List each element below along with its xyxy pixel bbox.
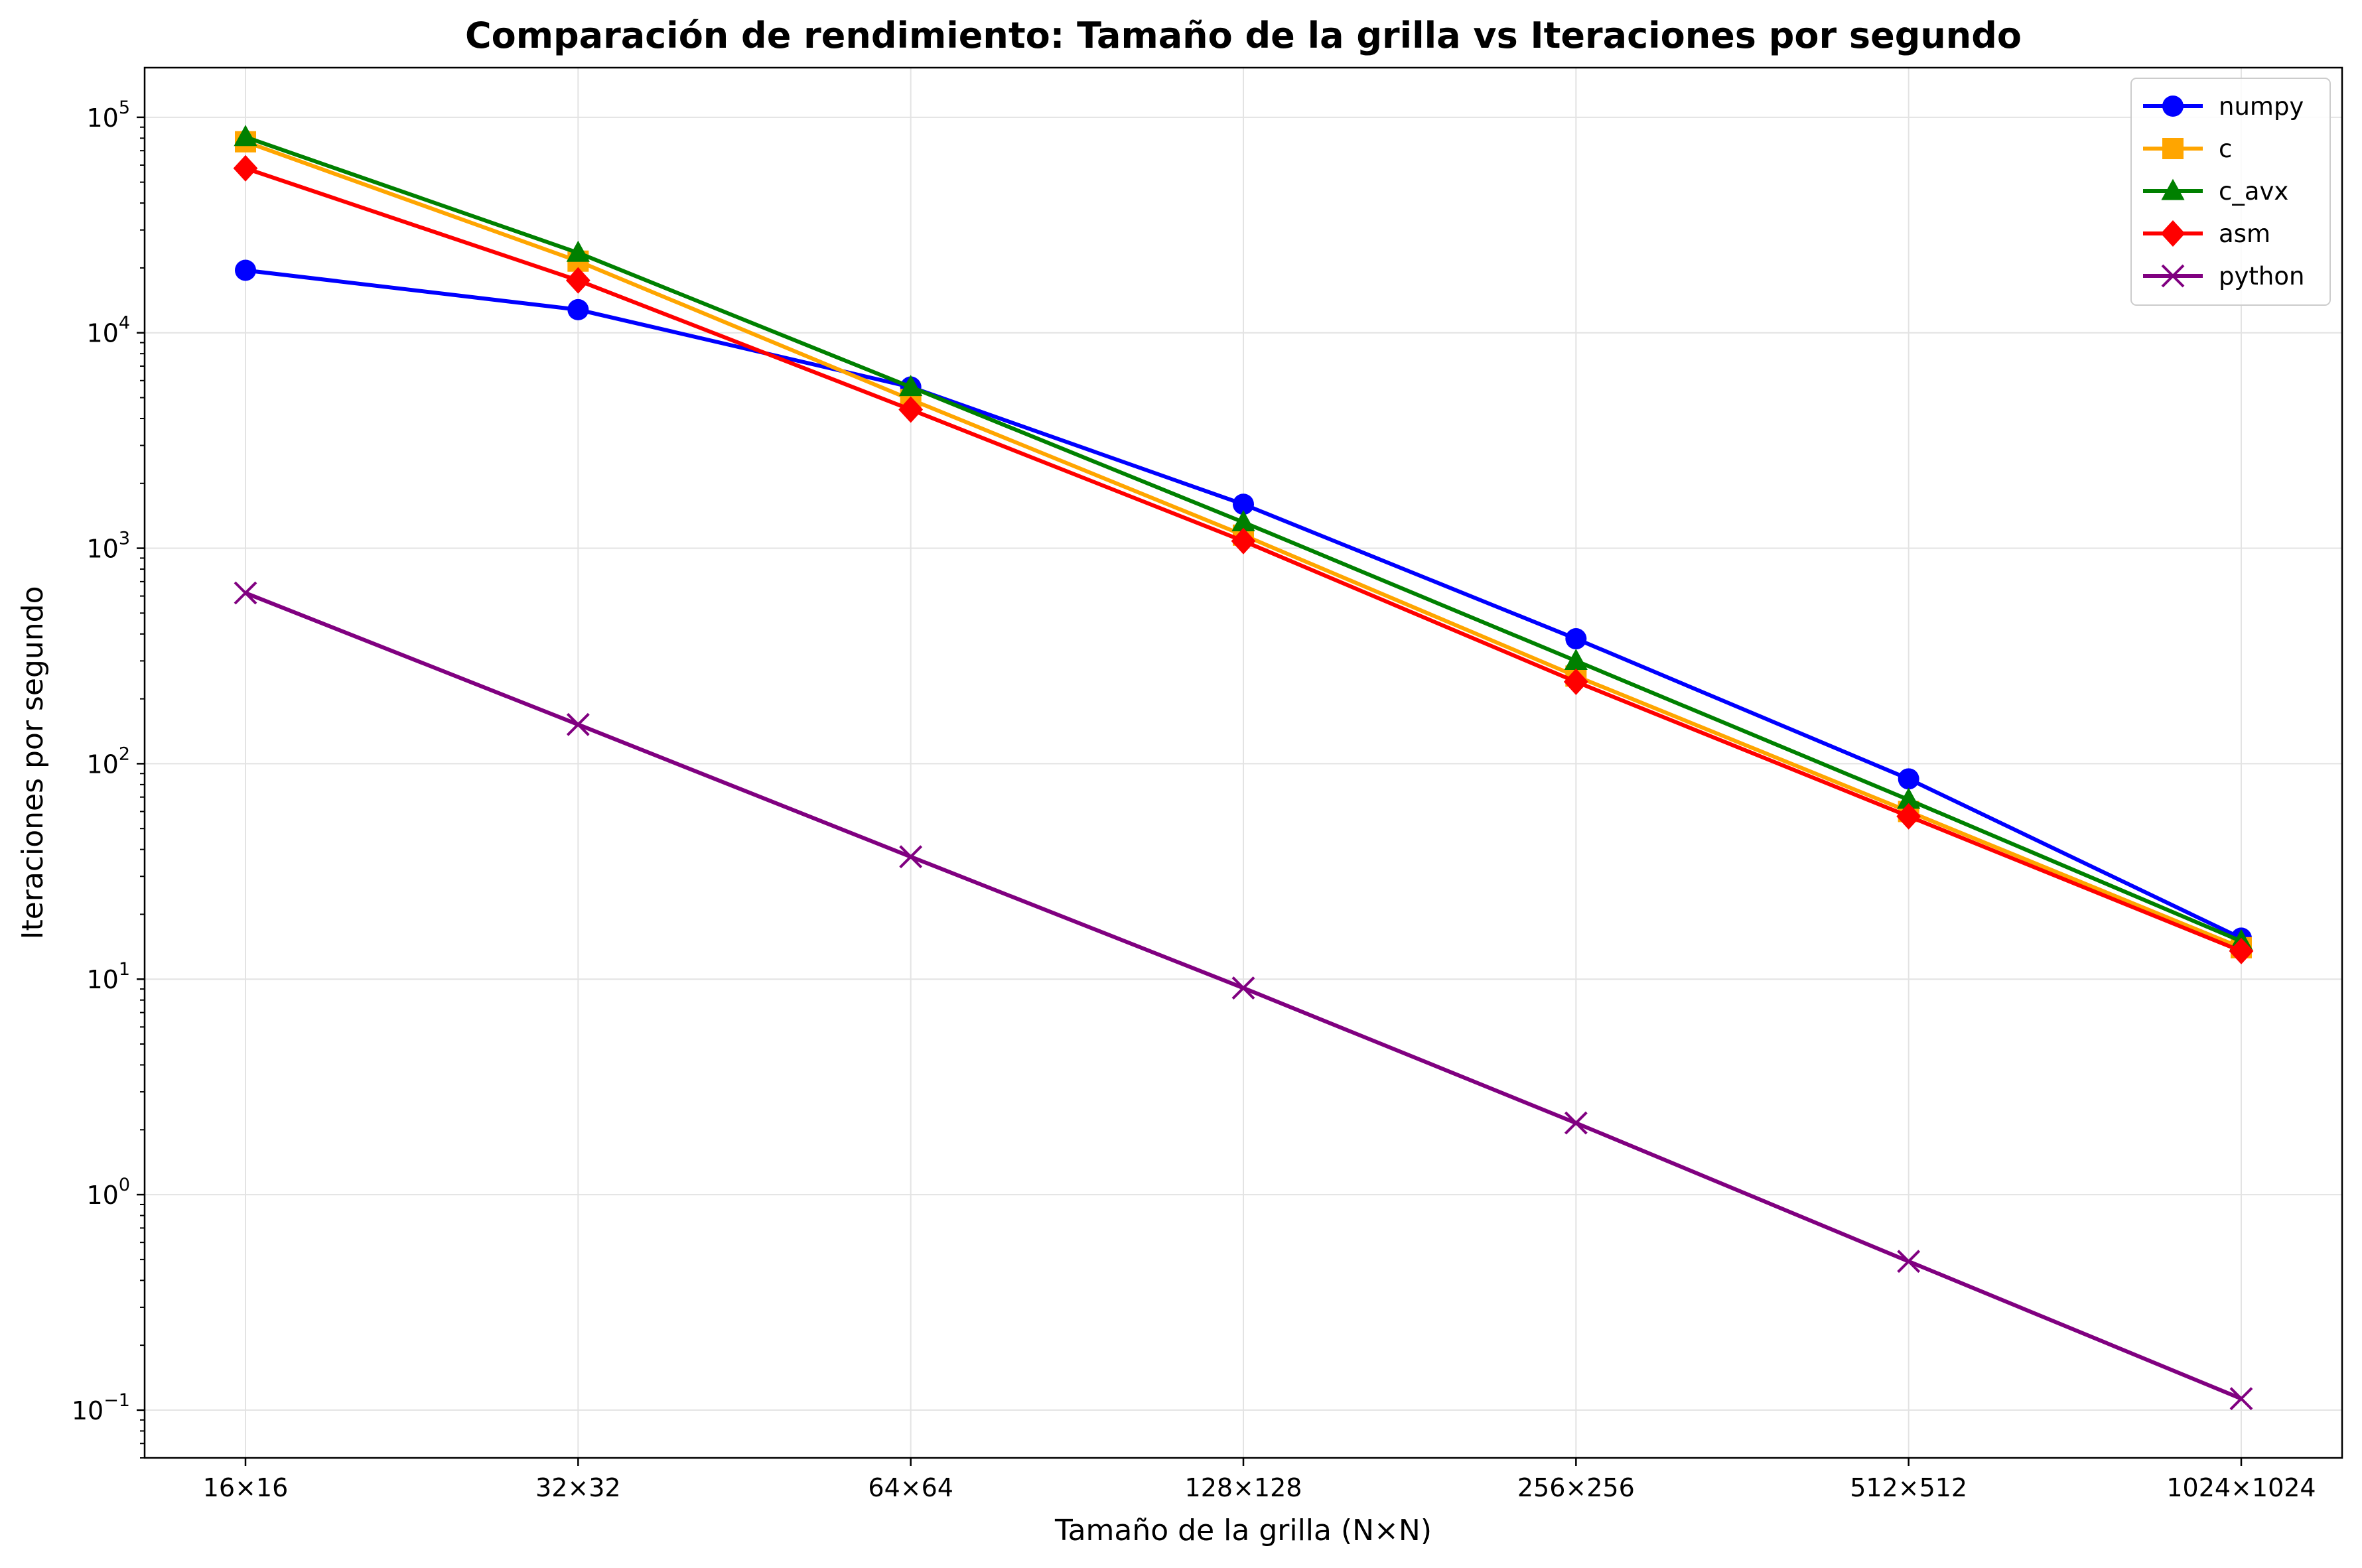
- x-tick-label: 16×16: [203, 1473, 289, 1502]
- y-tick-label: 102: [86, 744, 130, 779]
- marker-x: [2229, 1387, 2253, 1411]
- marker-diamond: [565, 267, 590, 294]
- marker-triangle: [899, 375, 923, 397]
- x-tick-label: 128×128: [1185, 1473, 1302, 1502]
- marker-x: [899, 845, 923, 869]
- marker-x: [1231, 976, 1255, 1000]
- marker-circle: [2162, 96, 2184, 117]
- marker-circle: [1898, 768, 1919, 790]
- marker-circle: [235, 259, 256, 281]
- marker-x: [234, 581, 257, 605]
- x-tick-label: 512×512: [1850, 1473, 1967, 1502]
- marker-x-stroke: [1231, 976, 1255, 1000]
- series-lines: [233, 125, 2254, 1411]
- marker-x-stroke: [1564, 1111, 1588, 1135]
- marker-x-stroke: [899, 845, 923, 869]
- marker-x-stroke: [566, 712, 590, 736]
- marker-x: [1564, 1111, 1588, 1135]
- marker-triangle: [234, 125, 257, 147]
- marker-triangle: [566, 240, 590, 262]
- y-axis-ticks: 10−1 100 101 102 103 104 105: [72, 98, 145, 1459]
- y-tick-label: 104: [86, 313, 130, 348]
- marker-circle: [1233, 493, 1254, 515]
- marker-x-stroke: [2229, 1387, 2253, 1411]
- x-axis-label: Tamaño de la grilla (N×N): [1054, 1514, 1432, 1547]
- marker-circle: [567, 298, 589, 320]
- x-axis-ticks: 16×16 32×32 64×64 128×128 256×256 512×512 1024…: [203, 1458, 2316, 1502]
- marker-triangle: [1231, 509, 1255, 531]
- legend-item-numpy: numpy: [2143, 92, 2304, 121]
- y-axis-label: Iteraciones por segundo: [16, 586, 50, 939]
- x-tick-label: 64×64: [868, 1473, 953, 1502]
- marker-triangle: [1897, 787, 1921, 809]
- legend-item-asm: asm: [2143, 220, 2270, 248]
- y-tick-label: 10−1: [72, 1390, 130, 1425]
- x-tick-label: 1024×1024: [2166, 1473, 2316, 1502]
- marker-x-stroke: [234, 581, 257, 605]
- legend-label: python: [2219, 262, 2304, 291]
- plot-frame: [143, 66, 2343, 1459]
- marker-square: [2162, 138, 2184, 159]
- marker-x-stroke: [2161, 264, 2185, 288]
- marker-diamond: [2160, 220, 2186, 247]
- chart-title: Comparación de rendimiento: Tamaño de la…: [465, 15, 2022, 56]
- y-tick-label: 100: [86, 1175, 130, 1210]
- marker-circle: [1565, 628, 1587, 650]
- legend-item-c: c: [2143, 135, 2232, 163]
- y-tick-label: 105: [86, 98, 130, 133]
- legend-box: [2130, 78, 2331, 306]
- marker-diamond: [1563, 668, 1588, 695]
- legend-label: asm: [2219, 220, 2270, 248]
- marker-diamond: [898, 396, 924, 423]
- marker-diamond: [233, 155, 258, 182]
- legend-label: c_avx: [2219, 177, 2288, 206]
- marker-diamond: [2229, 937, 2254, 964]
- grid-lines: [145, 68, 2342, 1458]
- series-python: [234, 581, 2253, 1411]
- marker-triangle: [2161, 178, 2185, 200]
- y-tick-label: 101: [86, 959, 130, 994]
- legend-label: c: [2219, 135, 2232, 163]
- y-tick-label: 103: [86, 529, 130, 564]
- legend-item-c_avx: c_avx: [2143, 177, 2288, 206]
- marker-x: [1897, 1250, 1921, 1274]
- legend-label: numpy: [2219, 92, 2304, 121]
- x-tick-label: 32×32: [535, 1473, 621, 1502]
- legend-item-python: python: [2143, 262, 2304, 291]
- marker-x: [566, 712, 590, 736]
- x-tick-label: 256×256: [1517, 1473, 1635, 1502]
- marker-triangle: [1564, 649, 1588, 671]
- marker-diamond: [1231, 527, 1256, 555]
- marker-x-stroke: [1897, 1250, 1921, 1274]
- marker-diamond: [1896, 803, 1921, 830]
- marker-x: [2161, 264, 2185, 288]
- series-asm: [233, 155, 2254, 964]
